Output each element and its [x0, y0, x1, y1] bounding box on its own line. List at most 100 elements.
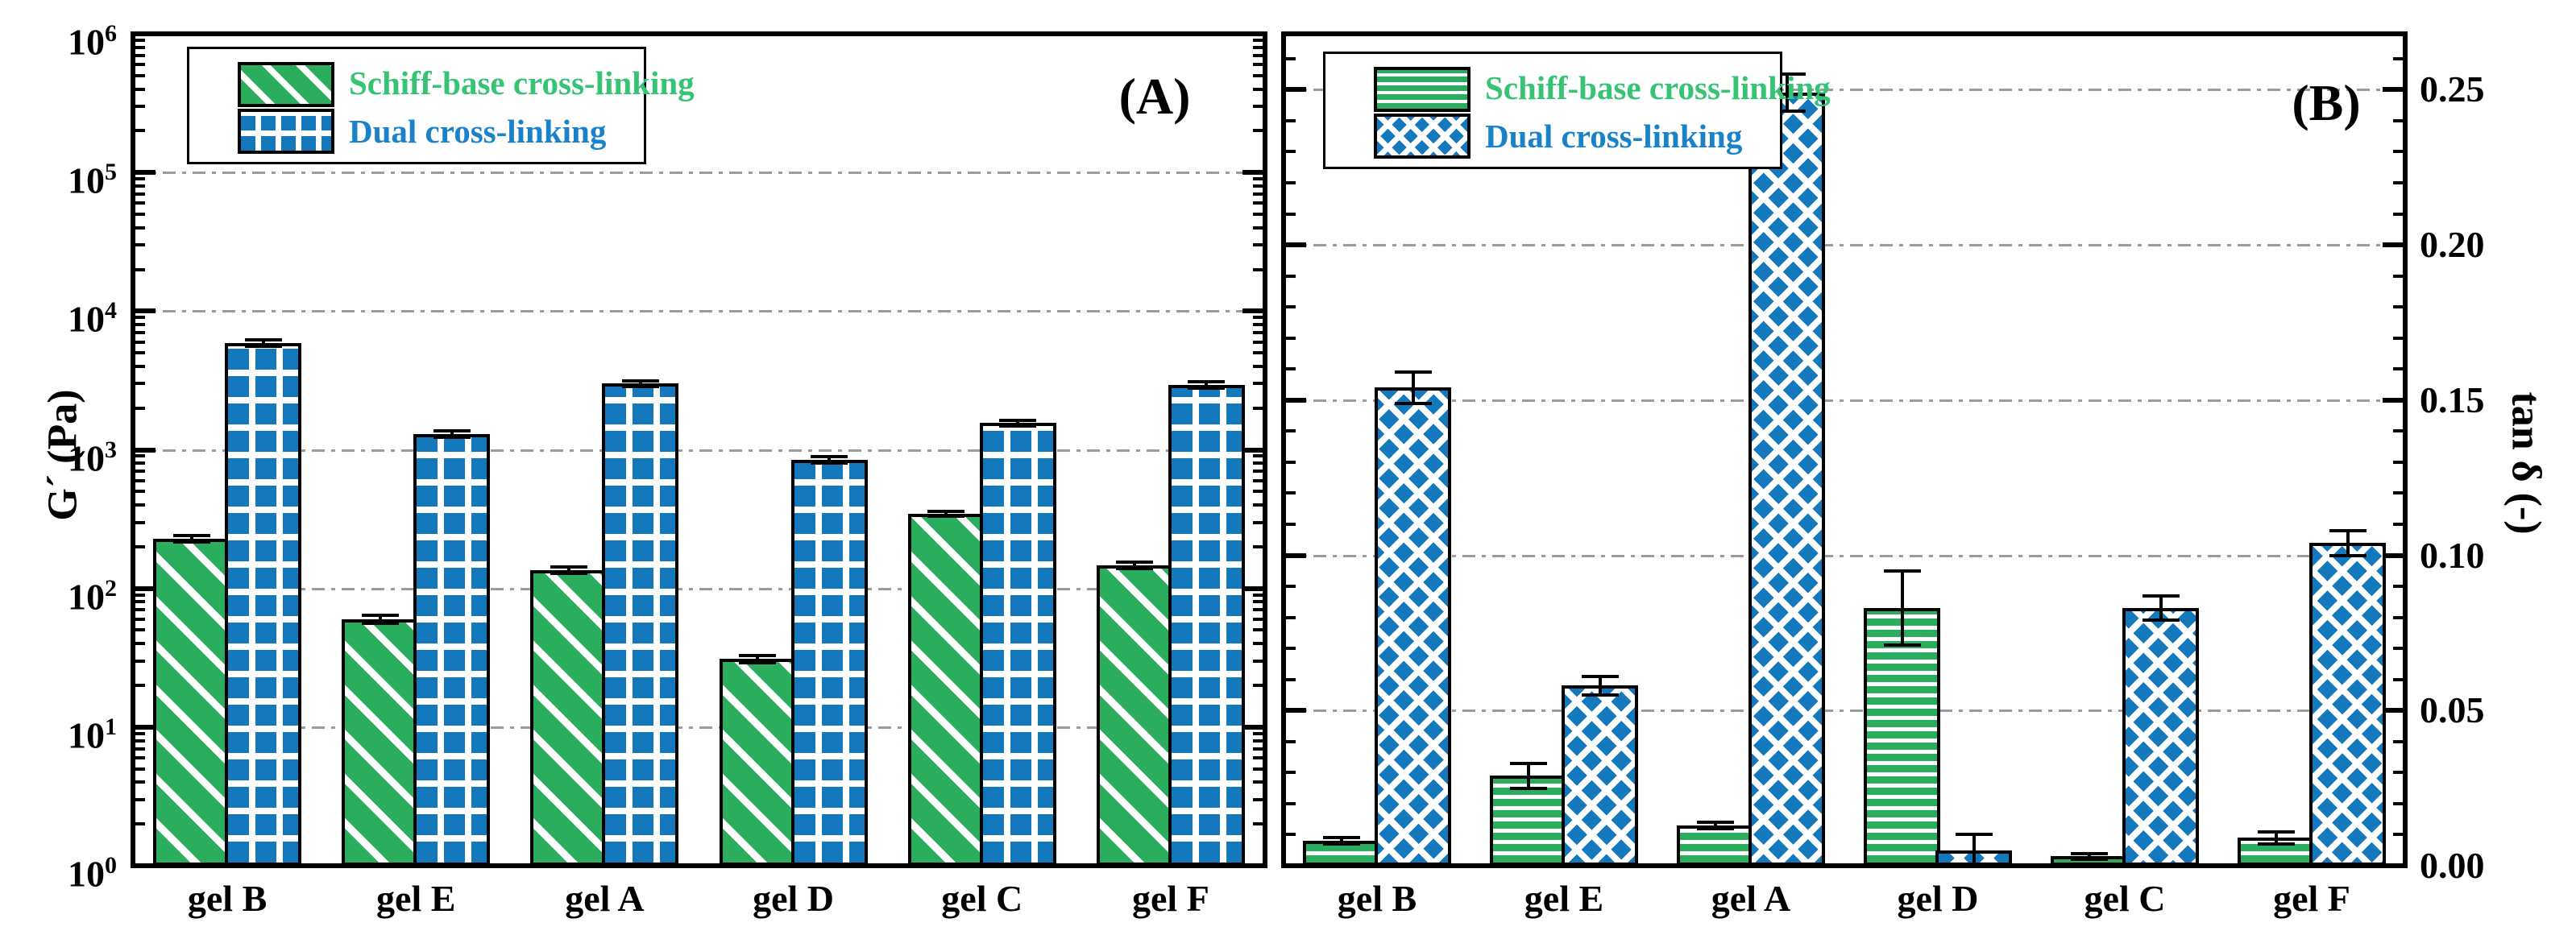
axis-tick: [1253, 406, 1265, 410]
error-bar: [1972, 834, 1976, 864]
x-category-label: gel B: [1337, 878, 1417, 919]
panel-a-plot: gel B gel E gel A gel D gel C gel F 100 101 102 1…: [68, 20, 1267, 919]
axis-tick: [133, 53, 145, 57]
x-category-label: gel D: [1897, 878, 1979, 919]
error-bar-cap: [999, 424, 1037, 428]
axis-tick: [2393, 833, 2405, 837]
axis-tick: [133, 184, 145, 188]
axis-tick: [133, 87, 145, 91]
schiff-base-swatch-icon: [238, 62, 334, 107]
error-bar-cap: [172, 534, 210, 538]
axis-spine-top: [131, 31, 1267, 36]
axis-tick: [2393, 367, 2405, 371]
y-tick-label: 0.00: [2420, 845, 2485, 886]
error-bar: [1526, 763, 1530, 788]
axis-tick: [133, 503, 145, 507]
error-bar-cap: [1955, 833, 1993, 837]
error-bar: [1016, 420, 1020, 427]
error-bar-cap: [927, 509, 965, 513]
axis-tick: [133, 797, 145, 801]
axis-tick: [133, 642, 145, 646]
gridline: [1284, 710, 2405, 713]
axis-tick: [2383, 708, 2405, 714]
axis-tick: [1253, 503, 1265, 507]
axis-tick: [133, 267, 145, 271]
axis-tick: [1253, 192, 1265, 196]
axis-tick: [133, 170, 156, 176]
axis-tick: [1284, 212, 1296, 216]
axis-tick: [1253, 767, 1265, 771]
axis-tick: [2383, 397, 2405, 403]
axis-tick: [133, 225, 145, 230]
error-bar-cap: [2142, 619, 2180, 623]
error-bar: [1785, 74, 1789, 112]
dual-cross-swatch-icon: [1374, 114, 1471, 159]
axis-tick: [1253, 340, 1265, 344]
x-category-label: gel C: [941, 878, 1023, 919]
axis-tick: [1253, 756, 1265, 760]
axis-tick: [2393, 305, 2405, 309]
panel-b-letter: (B): [2292, 74, 2361, 131]
error-bar: [189, 536, 193, 543]
axis-tick: [133, 316, 145, 320]
axis-tick: [1284, 429, 1296, 433]
bar-gel-C-dual: [2122, 608, 2199, 866]
axis-tick: [133, 340, 145, 344]
axis-tick: [1284, 397, 1306, 403]
axis-tick: [1253, 45, 1265, 49]
gridline: [1284, 399, 2405, 402]
axis-tick: [1253, 267, 1265, 271]
axis-tick: [1253, 243, 1265, 247]
axis-tick: [133, 406, 145, 410]
axis-tick: [133, 593, 145, 597]
axis-tick: [1284, 150, 1296, 154]
axis-tick: [1284, 87, 1306, 93]
error-bar-cap: [2329, 528, 2367, 532]
axis-tick: [1253, 212, 1265, 216]
error-bar-cap: [361, 622, 399, 626]
error-bar-cap: [1509, 786, 1547, 790]
axis-tick: [1253, 642, 1265, 646]
axis-tick: [133, 38, 145, 42]
axis-tick: [133, 73, 145, 77]
bar-gel-E-dual: [413, 433, 491, 866]
axis-tick: [1253, 316, 1265, 320]
axis-tick: [1253, 544, 1265, 548]
x-category-label: gel E: [376, 878, 456, 919]
axis-tick: [2393, 212, 2405, 216]
axis-tick: [1253, 593, 1265, 597]
x-category-label: gel A: [1711, 878, 1791, 919]
axis-tick: [1284, 56, 1296, 60]
axis-tick: [1284, 801, 1296, 805]
x-category-label: gel F: [1132, 878, 1209, 919]
error-bar-cap: [1581, 674, 1619, 678]
bar-gel-E-schiff: [342, 619, 419, 866]
error-bar-cap: [244, 344, 282, 348]
error-bar: [1411, 372, 1415, 403]
error-bar: [1133, 561, 1137, 569]
axis-tick: [133, 544, 145, 548]
bar-gel-B-schiff: [153, 539, 230, 866]
y-axis-title-right: tan δ (-): [2503, 391, 2549, 535]
bar-gel-C-dual: [979, 423, 1056, 866]
error-bar: [1339, 838, 1343, 844]
axis-tick: [133, 617, 145, 621]
axis-tick: [1284, 833, 1296, 837]
axis-tick: [1253, 73, 1265, 77]
error-bar-cap: [1188, 380, 1226, 384]
axis-tick: [1242, 724, 1265, 730]
axis-tick: [1284, 491, 1296, 495]
error-bar-cap: [1768, 72, 1806, 77]
bar-gel-B-dual: [1375, 387, 1451, 866]
axis-spine-right: [1263, 31, 1267, 868]
y-tick-label: 106: [68, 20, 117, 63]
error-bar-cap: [1883, 569, 1921, 573]
axis-tick: [2393, 118, 2405, 122]
axis-tick: [1253, 331, 1265, 334]
axis-tick: [1253, 38, 1265, 42]
gridline: [133, 449, 1265, 452]
axis-tick: [133, 600, 145, 604]
axis-tick: [2393, 739, 2405, 743]
y-tick-label: 102: [68, 574, 117, 617]
